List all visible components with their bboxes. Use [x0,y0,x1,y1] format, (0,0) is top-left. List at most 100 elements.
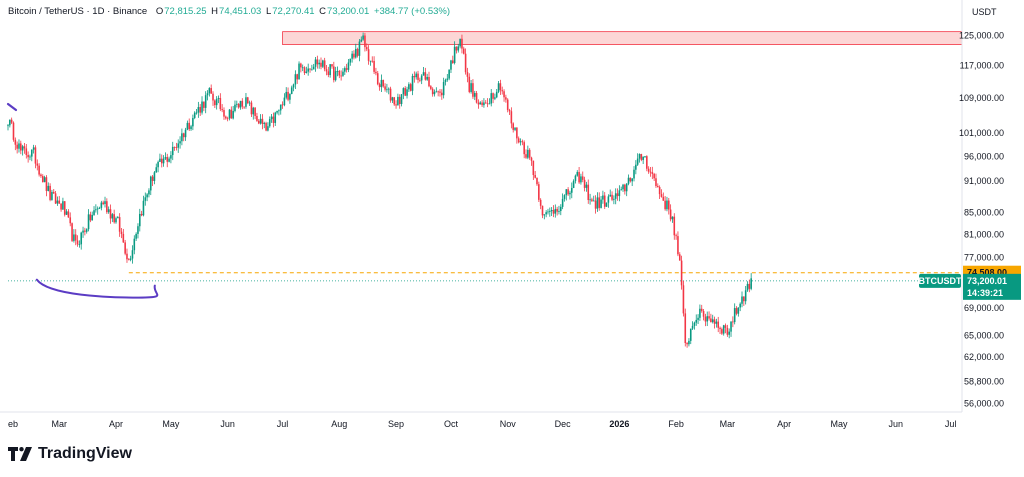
candle [622,183,624,192]
candle-body [442,82,445,96]
candle-body [549,211,551,212]
candle-body [649,171,652,173]
candle-body [627,177,630,184]
price-tick-label: 81,000.00 [964,229,1004,239]
candle-body [164,157,167,159]
candle [51,189,53,201]
candle [433,89,436,97]
tradingview-logo-icon [8,447,32,461]
candle [673,213,676,240]
candle-body [135,233,137,239]
candle [65,209,68,216]
candle [624,183,626,195]
candle [748,279,751,293]
price-axis[interactable]: 125,000.00 117,000.00 109,000.00 101,000.00… [959,30,1004,408]
candle [82,226,84,238]
candle [675,233,677,240]
resistance-zone[interactable] [282,31,963,45]
candle-body [93,210,95,215]
trend-drawing[interactable] [35,278,159,299]
candle [329,64,331,78]
candle-body [525,154,527,158]
candle-body [226,118,229,120]
candle-body [98,207,101,209]
candle [702,309,705,321]
candle-body [490,93,493,104]
candle-body [287,91,289,100]
candle-body [450,60,452,70]
candle [10,117,13,125]
candle [457,43,460,53]
candle-body [451,60,454,63]
candle [494,93,496,101]
candle [669,204,672,222]
candle-body [585,184,588,188]
time-tick-label: Jul [945,419,957,429]
candle [700,304,703,313]
open-value: 72,815.25 [164,6,207,17]
candle [40,173,42,178]
candle [554,204,557,218]
candle-body [311,69,313,71]
candle [234,100,236,113]
candle-body [640,154,643,160]
candle-body [406,89,408,96]
candle-body [435,91,438,93]
candle [162,155,165,167]
candle-body [437,91,439,93]
candle-body [603,195,606,207]
candle-body [344,68,346,72]
candle-body [739,303,741,308]
candle-body [129,258,132,260]
candle-body [219,98,222,110]
candle-body [598,197,601,208]
candle-body [138,213,141,227]
time-axis[interactable]: eb Mar Apr May Jun Jul Aug Sep Oct Nov Dec 2026 Feb M… [8,419,956,429]
candle [184,127,187,141]
candle [345,63,348,73]
candle [503,89,505,102]
candle [285,87,288,100]
candle [135,232,137,241]
candle-body [673,216,676,236]
candle-body [63,201,66,215]
candle-body [234,104,236,111]
candle-body [680,260,683,286]
candle-body [307,68,309,72]
candle [417,70,419,84]
candle [677,231,679,257]
candle-body [570,187,573,193]
candle-body [14,139,17,145]
candle [199,104,201,116]
candle-body [583,179,586,188]
candle [591,197,593,202]
candle [265,121,267,132]
candle [750,273,752,291]
candle [653,172,655,181]
trend-drawing-segment[interactable] [6,102,18,112]
candle [715,318,718,328]
candle [344,66,346,75]
candle [153,171,156,185]
candle [699,304,701,321]
candle [391,96,394,103]
candle [204,91,207,114]
candle-body [9,119,11,126]
candle [585,181,588,192]
candle [730,321,732,337]
currency-label[interactable]: USDT [972,7,997,17]
candle [592,195,595,202]
candle-body [532,160,535,176]
candle [323,57,326,72]
time-tick-label: 2026 [609,419,629,429]
candle-body [243,106,245,108]
candle-body [179,141,181,144]
symbol-title[interactable]: Bitcoin / TetherUS · 1D · Binance [8,6,148,17]
candle [534,171,536,179]
candle [508,108,511,115]
candle-body [538,184,540,200]
candle [594,195,597,214]
price-tick-label: 62,000.00 [964,352,1004,362]
candle-body [408,84,410,90]
